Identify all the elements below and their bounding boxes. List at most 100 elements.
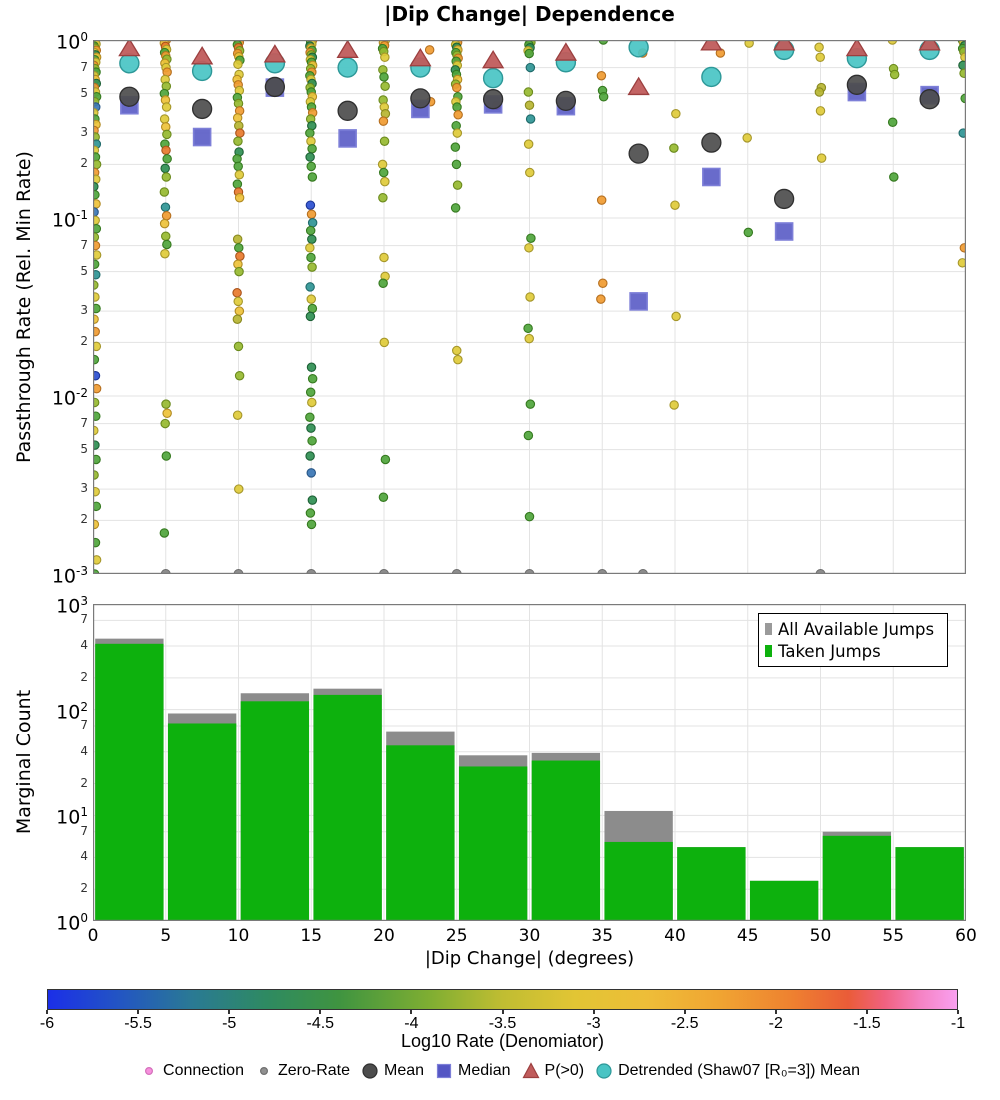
p-gt0-marker: [554, 42, 578, 61]
scatter-ytick-minor: 2: [80, 334, 88, 349]
connection-point: [234, 306, 245, 316]
connection-point: [307, 303, 318, 314]
connection-point: [307, 172, 318, 182]
connection-point: [452, 102, 462, 112]
connection-point: [815, 52, 825, 62]
connection-point: [161, 399, 171, 409]
connection-point: [93, 303, 101, 314]
connection-point: [306, 362, 317, 373]
detrended-mean-marker: [337, 57, 358, 78]
connection-point: [305, 282, 315, 292]
connection-point: [670, 200, 680, 210]
connection-point: [523, 139, 534, 149]
histogram-ytick-minor: 7: [80, 612, 88, 627]
connection-point: [306, 423, 316, 433]
square-legend-icon: [436, 1063, 452, 1079]
connection-point: [959, 243, 966, 253]
figure-legend-label: Mean: [384, 1062, 425, 1079]
x-axis-label: |Dip Change| (degrees): [424, 948, 635, 969]
connection-point: [452, 128, 463, 138]
legend-swatch-icon: [765, 623, 772, 635]
x-tick-label: 30: [518, 926, 541, 946]
p-gt0-marker: [700, 40, 723, 51]
connection-point: [887, 117, 898, 128]
connection-point: [451, 159, 462, 170]
x-tick-label: 25: [445, 926, 468, 946]
x-tick-label: 55: [882, 926, 905, 946]
connection-point: [93, 259, 100, 269]
connection-point: [959, 68, 966, 79]
connection-point: [378, 167, 389, 178]
connection-point: [526, 233, 536, 243]
scatter-ytick-minor: 3: [80, 481, 88, 496]
connection-point: [234, 484, 244, 494]
connection-point: [162, 239, 172, 250]
histogram-ytick-major: 100: [56, 911, 88, 935]
marker-shape: [145, 1066, 154, 1076]
histogram-legend: All Available Jumps Taken Jumps: [758, 613, 948, 667]
connection-point: [161, 210, 172, 221]
p-gt0-marker: [409, 47, 432, 67]
scatter-ytick-major: 10-3: [51, 564, 88, 588]
connection-point: [378, 116, 389, 126]
connection-point: [162, 408, 172, 418]
x-tick-label: 60: [955, 926, 977, 946]
connection-point: [669, 143, 679, 153]
connection-point: [598, 278, 608, 288]
connection-point: [232, 410, 243, 420]
legend-item-label: Taken Jumps: [778, 641, 881, 661]
legend-item-label: All Available Jumps: [778, 619, 935, 639]
bar-taken: [458, 766, 528, 921]
connection-point: [305, 128, 315, 138]
connection-point: [159, 114, 170, 124]
histogram-ytick-minor: 7: [80, 718, 88, 733]
figure-legend-item: Detrended (Shaw07 [R₀=3]) Mean: [595, 1062, 860, 1080]
connection-point: [233, 341, 244, 352]
scatter-ytick-minor: 7: [80, 59, 88, 74]
connection-point: [93, 269, 101, 280]
colorbar-tick: [410, 1010, 413, 1014]
connection-point: [93, 537, 101, 548]
mean-marker: [337, 100, 358, 121]
connection-point: [523, 323, 533, 334]
connection-point: [452, 180, 463, 190]
connection-point: [669, 400, 679, 410]
figure-legend-label: Detrended (Shaw07 [R₀=3]) Mean: [618, 1062, 860, 1079]
p-gt0-marker: [336, 40, 359, 59]
connection-point: [160, 202, 171, 212]
mean-marker: [191, 98, 213, 120]
connection-point: [93, 555, 102, 565]
colorbar-tick: [319, 1010, 322, 1014]
connection-point: [525, 292, 535, 302]
marker-shape: [436, 1063, 452, 1079]
bar-taken: [313, 694, 382, 921]
connection-point: [232, 179, 243, 189]
bar-taken: [531, 760, 601, 921]
connection-point: [93, 341, 102, 352]
bar-taken: [240, 701, 310, 921]
connection-point: [889, 172, 899, 182]
connection-point: [451, 82, 462, 93]
connection-point: [306, 468, 317, 478]
histogram-ytick-major: 101: [56, 805, 88, 829]
colorbar-tick-label: -6: [39, 1015, 55, 1032]
mean-marker: [701, 132, 722, 153]
connection-point: [450, 142, 461, 152]
connection-point: [93, 411, 101, 421]
connection-point: [596, 294, 606, 304]
colorbar-tick-label: -5: [222, 1015, 237, 1032]
connection-point: [234, 266, 244, 277]
circle-legend-icon: [596, 1063, 612, 1079]
connection-point: [380, 81, 390, 91]
figure-legend-label: Median: [458, 1062, 511, 1079]
connection-point: [93, 501, 102, 512]
connection-point: [305, 311, 316, 322]
mean-marker: [846, 74, 868, 95]
mean-marker: [773, 188, 795, 210]
figure-legend-label: Connection: [163, 1062, 244, 1079]
colorbar-tick: [683, 1010, 686, 1014]
connection-point: [307, 495, 318, 505]
connection-point: [233, 161, 243, 172]
connection-point: [596, 70, 607, 81]
